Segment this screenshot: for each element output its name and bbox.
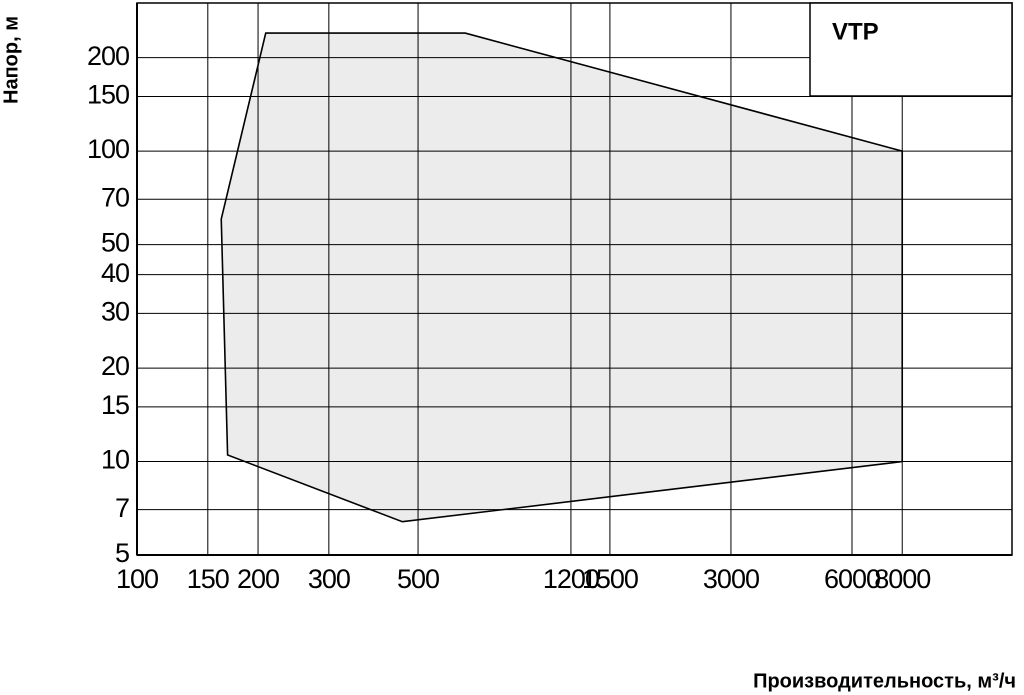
x-tick-label: 200 [237,564,279,594]
x-tick-label: 500 [397,564,439,594]
x-tick-label: 100 [116,564,158,594]
y-tick-label: 15 [101,390,129,420]
x-tick-label: 150 [187,564,229,594]
x-tick-label: 1500 [582,564,638,594]
x-tick-label: 1200 [543,564,599,594]
y-tick-label: 200 [87,41,129,71]
envelope-area [220,32,904,523]
y-tick-label: 100 [87,134,129,164]
y-tick-label: 20 [101,351,129,381]
y-axis-label: Напор, м [0,16,22,104]
y-tick-label: 30 [101,297,129,327]
legend-box [809,2,1013,97]
x-tick-label: 6000 [824,564,880,594]
x-tick-label: 300 [308,564,350,594]
y-tick-label: 40 [101,258,129,288]
x-axis-label: Производительность, м³/ч [753,670,1016,692]
y-tick-label: 50 [101,228,129,258]
x-tick-label: 8000 [874,564,930,594]
x-tick-label: 3000 [703,564,759,594]
y-tick-label: 150 [87,80,129,110]
y-tick-label: 70 [101,182,129,212]
y-tick-label: 10 [101,445,129,475]
plot-frame [136,2,1013,556]
y-tick-label: 7 [115,493,129,523]
y-tick-label: 5 [115,538,129,568]
legend-label: VTP [832,18,879,45]
